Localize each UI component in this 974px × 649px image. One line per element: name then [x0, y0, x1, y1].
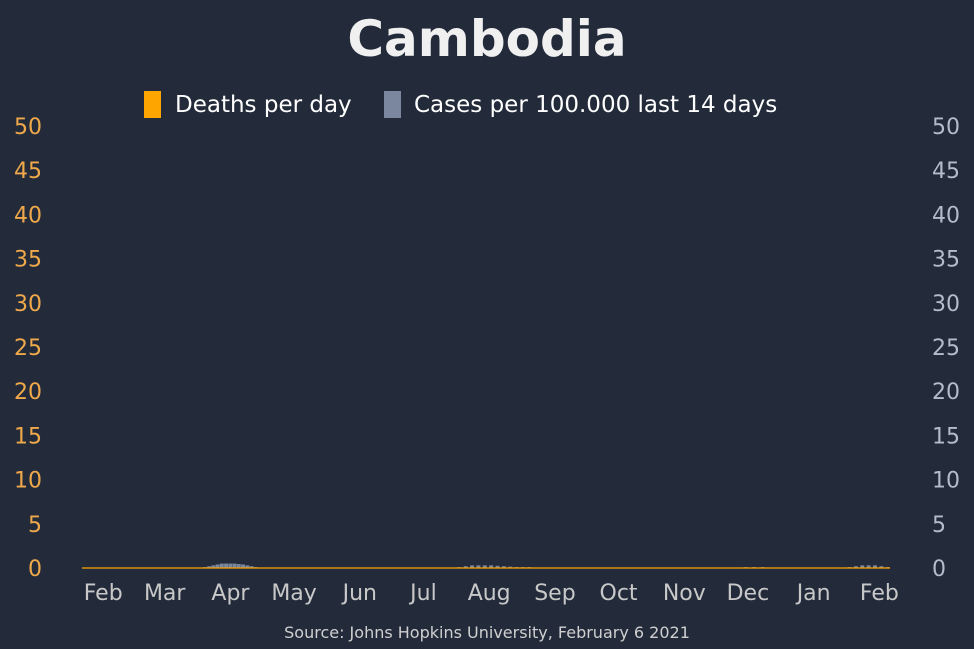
cases-bar: [207, 566, 212, 568]
y-right-tick-label: 25: [932, 336, 960, 361]
chart-title: Cambodia: [347, 10, 626, 68]
cases-bar: [224, 563, 229, 568]
y-right-tick-label: 30: [932, 292, 960, 317]
x-tick-label: Aug: [468, 581, 511, 606]
y-right-tick-label: 40: [932, 203, 960, 228]
cases-bar: [489, 565, 494, 568]
x-tick-label: Oct: [600, 581, 638, 606]
y-left-tick-label: 10: [14, 469, 42, 494]
cases-bar: [245, 565, 250, 568]
cases-bar: [853, 566, 858, 568]
y-left-tick-label: 30: [14, 292, 42, 317]
y-right-tick-label: 15: [932, 424, 960, 449]
x-tick-label: Jul: [408, 581, 437, 606]
x-tick-label: Feb: [84, 581, 123, 606]
y-right-tick-label: 35: [932, 248, 960, 273]
source-note: Source: Johns Hopkins University, Februa…: [284, 623, 690, 642]
cases-bar: [879, 566, 884, 568]
x-tick-label: Mar: [144, 581, 186, 606]
cases-bar: [470, 565, 475, 568]
x-tick-label: Dec: [727, 581, 770, 606]
x-axis: Feb Mar Apr May Jun Jul Aug Sep Oct Nov Dec Jan Feb: [84, 581, 899, 606]
cases-bar: [236, 564, 241, 568]
y-left-tick-label: 40: [14, 203, 42, 228]
cases-bar: [215, 564, 220, 568]
legend-swatch-deaths: [144, 91, 161, 118]
cases-bar: [211, 565, 216, 568]
cases-bar: [249, 566, 254, 568]
legend-swatch-cases: [384, 91, 401, 118]
y-axis-left: 0 5 10 15 20 25 30 35 40 45 50: [14, 115, 42, 582]
cases-bar: [463, 566, 468, 568]
y-right-tick-label: 45: [932, 159, 960, 184]
y-right-tick-label: 0: [932, 557, 946, 582]
cases-bar: [860, 565, 865, 568]
y-axis-right: 0 5 10 15 20 25 30 35 40 45 50: [932, 115, 960, 582]
x-tick-label: Feb: [860, 581, 899, 606]
x-tick-label: Jan: [795, 581, 831, 606]
cases-bar: [866, 565, 871, 568]
x-tick-label: Apr: [211, 581, 250, 606]
cases-bar: [495, 565, 500, 568]
y-left-tick-label: 20: [14, 380, 42, 405]
cases-bar: [482, 565, 487, 568]
y-right-tick-label: 20: [932, 380, 960, 405]
y-right-tick-label: 50: [932, 115, 960, 140]
y-left-tick-label: 50: [14, 115, 42, 140]
y-left-tick-label: 5: [28, 513, 42, 538]
legend-label-cases: Cases per 100.000 last 14 days: [414, 92, 777, 118]
y-right-tick-label: 5: [932, 513, 946, 538]
cases-bar: [476, 565, 481, 568]
cases-bar: [501, 566, 506, 568]
cases-bar: [241, 564, 245, 568]
y-left-tick-label: 25: [14, 336, 42, 361]
x-tick-label: Sep: [534, 581, 575, 606]
y-left-tick-label: 45: [14, 159, 42, 184]
y-left-tick-label: 35: [14, 248, 42, 273]
y-left-tick-label: 0: [28, 557, 42, 582]
cases-bar: [228, 563, 233, 568]
y-left-tick-label: 15: [14, 424, 42, 449]
x-tick-label: Nov: [663, 581, 706, 606]
y-right-tick-label: 10: [932, 469, 960, 494]
cases-bar: [508, 566, 513, 568]
x-tick-label: May: [271, 581, 316, 606]
cases-bar: [232, 563, 237, 568]
legend: Deaths per day Cases per 100.000 last 14…: [144, 91, 777, 118]
cases-bar: [219, 563, 224, 568]
legend-label-deaths: Deaths per day: [175, 92, 352, 118]
cases-bar: [873, 565, 877, 568]
x-tick-label: Jun: [341, 581, 377, 606]
